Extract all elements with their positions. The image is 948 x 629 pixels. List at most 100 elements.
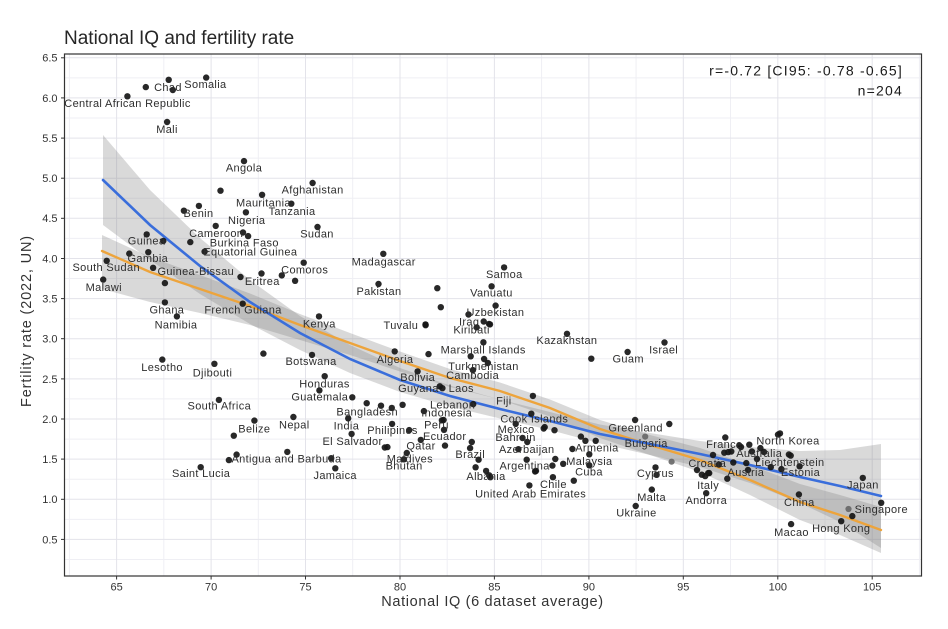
svg-text:Guinea-Bissau: Guinea-Bissau [157,266,234,278]
svg-text:Malta: Malta [637,492,666,504]
svg-text:China: China [784,497,815,509]
svg-text:Japan: Japan [847,480,879,492]
svg-text:Indonesia: Indonesia [421,408,472,420]
svg-text:Uzbekistan: Uzbekistan [466,307,524,319]
svg-text:South Sudan: South Sudan [72,262,139,274]
svg-text:Ecuador: Ecuador [423,431,466,443]
svg-text:3.0: 3.0 [42,334,57,346]
svg-text:Guam: Guam [613,353,644,365]
svg-text:1.0: 1.0 [42,494,57,506]
svg-text:80: 80 [394,582,406,594]
svg-text:Singapore: Singapore [855,504,908,516]
svg-text:Ghana: Ghana [150,305,185,317]
svg-text:National IQ and fertility rate: National IQ and fertility rate [64,28,294,49]
svg-text:Bangladesh: Bangladesh [336,406,398,418]
svg-text:Burkina Faso: Burkina Faso [210,237,279,249]
svg-text:85: 85 [488,582,500,594]
svg-text:Vanuatu: Vanuatu [470,288,513,300]
svg-text:4.0: 4.0 [42,253,57,265]
svg-text:90: 90 [583,582,595,594]
svg-text:French Guiana: French Guiana [204,304,282,316]
svg-text:Fiji: Fiji [496,396,511,408]
svg-text:Macao: Macao [774,527,809,539]
svg-text:6.5: 6.5 [42,53,57,65]
svg-text:100: 100 [769,582,787,594]
svg-text:Cambodia: Cambodia [446,370,499,382]
svg-text:Pakistan: Pakistan [357,286,402,298]
svg-text:3.5: 3.5 [42,294,57,306]
svg-text:United Arab Emirates: United Arab Emirates [475,488,586,500]
svg-text:5.0: 5.0 [42,173,57,185]
svg-text:Jamaica: Jamaica [313,470,357,482]
svg-text:Australia: Australia [736,448,782,460]
svg-text:Equatorial Guinea: Equatorial Guinea [203,246,298,258]
svg-text:India: India [334,420,360,432]
svg-text:Guyana: Guyana [398,383,439,395]
svg-text:Cameroon: Cameroon [189,228,243,240]
svg-text:r=-0.72 [CI95: -0.78 -0.65]: r=-0.72 [CI95: -0.78 -0.65] [709,63,903,79]
svg-text:Ukraine: Ukraine [616,508,656,520]
svg-text:Philipines: Philipines [367,425,418,437]
svg-text:95: 95 [677,582,689,594]
svg-text:Iraq: Iraq [459,316,479,328]
svg-text:Qatar: Qatar [406,441,435,453]
svg-text:Antigua and Barbuda: Antigua and Barbuda [231,454,342,466]
svg-text:Italy: Italy [697,480,719,492]
svg-text:Estonia: Estonia [781,467,821,479]
svg-text:Nigeria: Nigeria [228,215,266,227]
svg-text:Guinea: Guinea [128,235,166,247]
svg-text:Liechtenstein: Liechtenstein [755,457,824,469]
svg-text:Belize: Belize [238,424,270,436]
svg-text:South Africa: South Africa [188,401,252,413]
svg-text:Bahrain: Bahrain [495,432,535,444]
svg-text:Bhutan: Bhutan [386,461,423,473]
svg-text:Djibouti: Djibouti [193,367,233,379]
svg-text:Comoros: Comoros [281,265,328,277]
svg-text:Mexico: Mexico [498,424,535,436]
svg-text:0.5: 0.5 [42,534,57,546]
svg-text:Samoa: Samoa [486,269,523,281]
svg-text:Tanzania: Tanzania [269,206,316,218]
svg-text:Somalia: Somalia [184,79,227,91]
svg-text:France: France [706,439,742,451]
svg-text:Andorra: Andorra [686,495,728,507]
svg-text:Algeria: Algeria [377,354,414,366]
svg-text:Greenland: Greenland [608,422,663,434]
svg-text:2.5: 2.5 [42,374,57,386]
svg-text:6.0: 6.0 [42,93,57,105]
svg-text:Austria: Austria [728,467,765,479]
svg-text:Brazil: Brazil [455,449,485,461]
svg-text:Malaysia: Malaysia [566,456,613,468]
svg-text:Lebanon: Lebanon [430,399,475,411]
svg-text:105: 105 [863,582,881,594]
svg-text:75: 75 [299,582,311,594]
svg-text:Turkmenistan: Turkmenistan [448,361,518,373]
svg-text:Eritrea: Eritrea [245,276,280,288]
svg-text:Sudan: Sudan [300,229,334,241]
svg-text:Botswana: Botswana [285,356,337,368]
svg-text:Cuba: Cuba [575,467,603,479]
svg-text:Albania: Albania [466,471,506,483]
svg-text:Central African Republic: Central African Republic [64,98,191,110]
svg-text:Marshall Islands: Marshall Islands [441,345,526,357]
svg-text:Kiribati: Kiribati [453,324,489,336]
svg-text:Hong Kong: Hong Kong [812,523,870,535]
svg-text:Chile: Chile [540,479,567,491]
svg-text:1.5: 1.5 [42,454,57,466]
svg-text:n=204: n=204 [858,83,903,99]
svg-text:Benin: Benin [184,208,214,220]
svg-text:5.5: 5.5 [42,133,57,145]
svg-text:Fertility rate (2022, UN): Fertility rate (2022, UN) [19,235,35,407]
svg-text:Saint Lucia: Saint Lucia [172,468,231,480]
svg-text:Afghanistan: Afghanistan [282,184,344,196]
svg-text:Madagascar: Madagascar [352,257,416,269]
svg-text:Bulgaria: Bulgaria [625,438,669,450]
svg-text:Nepal: Nepal [279,419,310,431]
svg-text:Cyprus: Cyprus [637,468,674,480]
svg-text:Mauritania: Mauritania [236,198,291,210]
svg-text:Angola: Angola [226,163,263,175]
svg-text:Namibia: Namibia [155,319,198,331]
svg-text:National IQ (6 dataset average: National IQ (6 dataset average) [381,594,603,610]
svg-text:Argentina: Argentina [499,461,550,473]
svg-text:North Korea: North Korea [756,436,820,448]
